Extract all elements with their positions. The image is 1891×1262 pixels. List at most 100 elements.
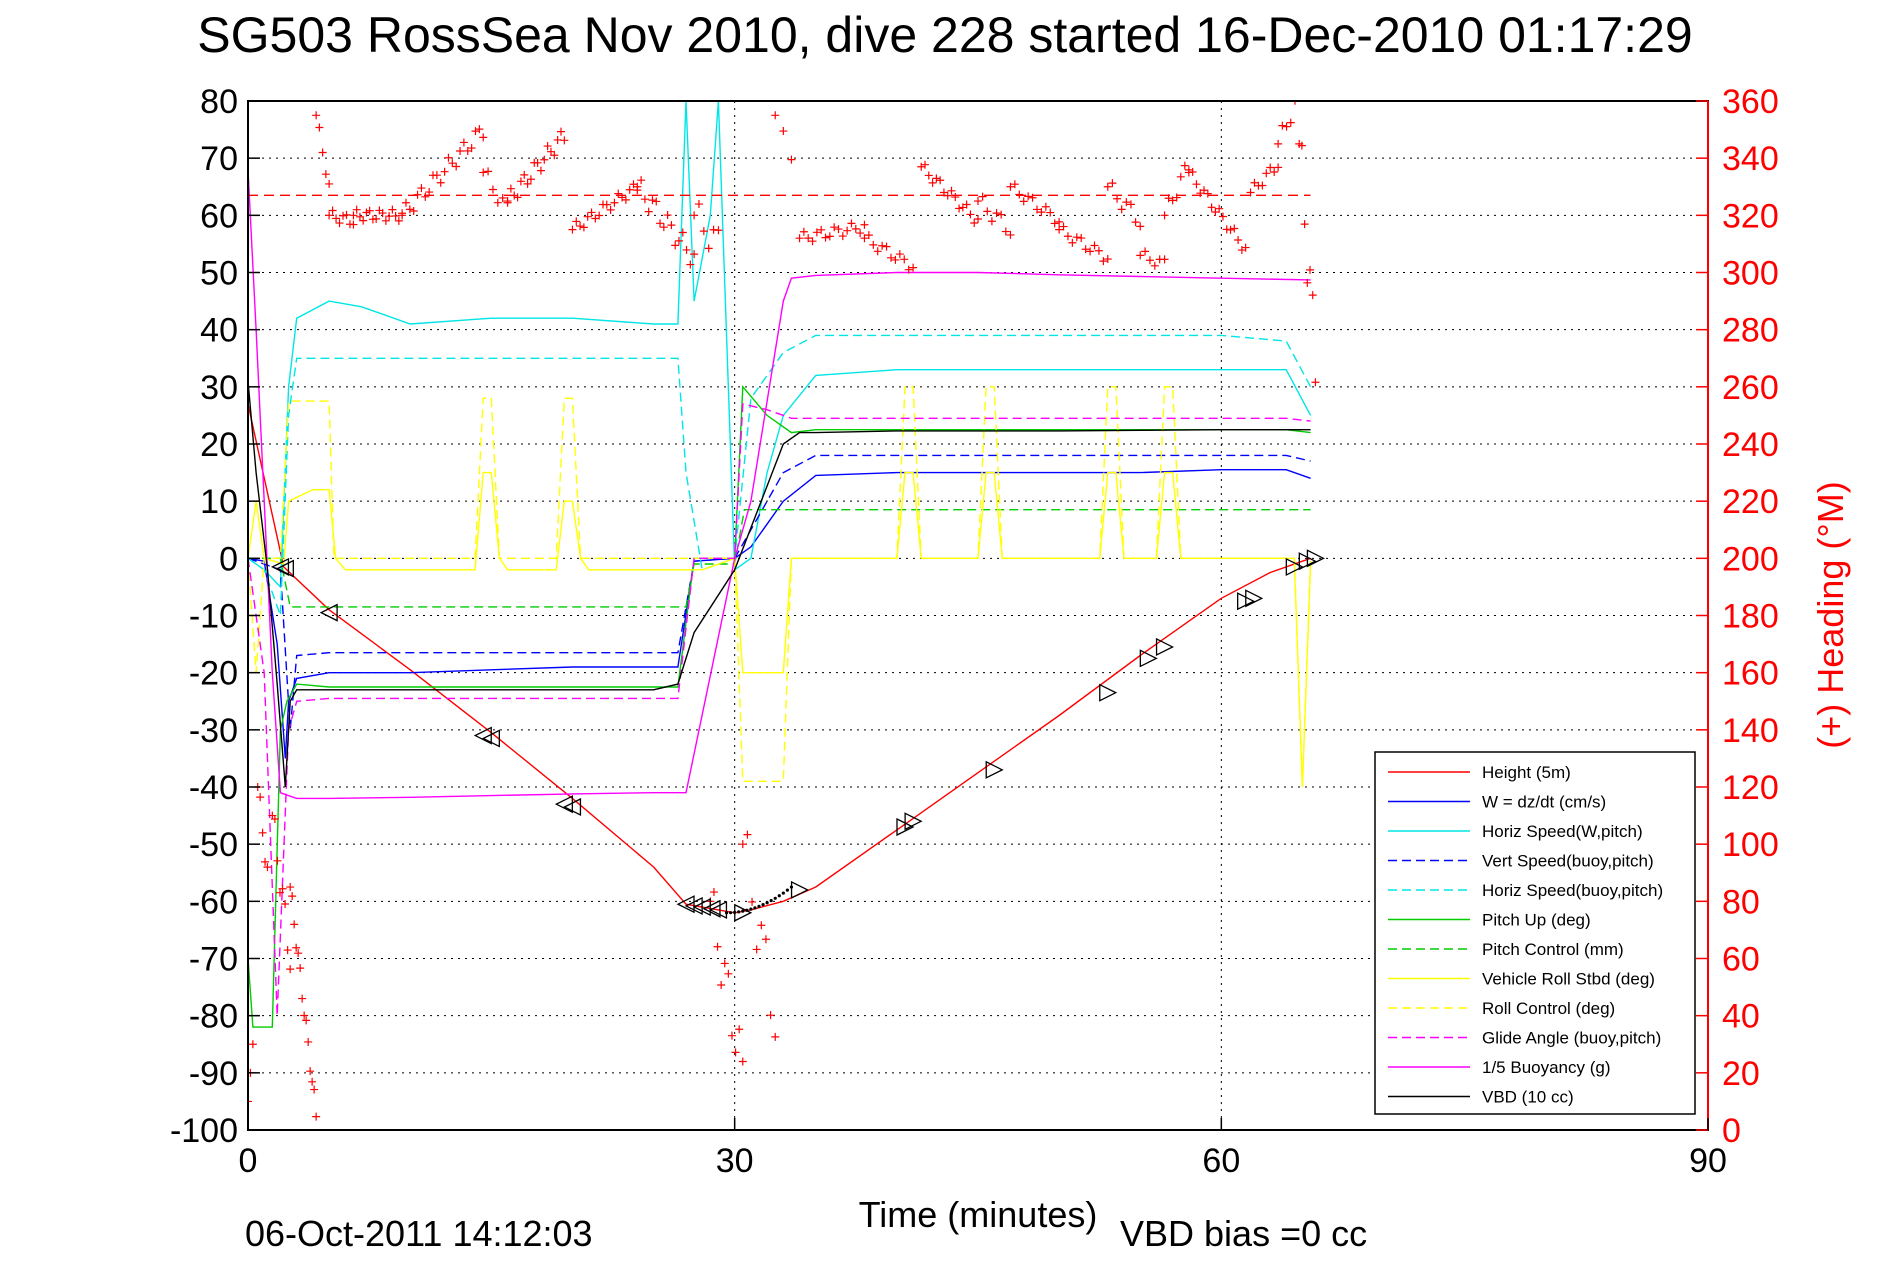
heading-marker [860,220,869,229]
heading-marker [467,144,476,153]
x-axis: 0 30 60 90 [239,1118,1727,1180]
heading-marker [294,949,303,958]
y-tick-label: 0 [219,540,238,578]
heading-marker [1145,256,1154,265]
heading-marker [1113,194,1122,203]
heading-marker [286,883,295,892]
heading-marker [560,136,569,145]
heading-marker [292,943,301,952]
depth-dot-marker [757,904,761,908]
heading-marker [795,234,804,243]
heading-marker [682,245,691,254]
series-line-glide-angle-buoy-pitch [248,403,1311,1016]
legend-label-w-dz-dt-cm-s: W = dz/dt (cm/s) [1482,793,1606,812]
y-tick-label: -80 [189,998,238,1036]
x-tick-label: 30 [716,1142,754,1180]
heading-marker [878,241,887,250]
heading-marker [273,856,282,865]
x-tick-label: 60 [1202,1142,1240,1180]
y2-tick-label: 60 [1722,941,1760,979]
heading-marker [1246,188,1255,197]
depth-dot-marker [733,910,737,914]
heading-marker [1041,202,1050,211]
depth-dot-marker [745,908,749,912]
heading-marker [1286,118,1295,127]
heading-marker [484,167,493,176]
x-tick-label: 90 [1689,1142,1727,1180]
heading-marker [1160,211,1169,220]
y-tick-label: -70 [189,941,238,979]
heading-marker [686,260,695,269]
heading-marker [614,189,623,198]
heading-marker [365,206,374,215]
y-tick-label: 20 [200,426,238,464]
heading-marker [966,210,975,219]
y2-tick-label: 200 [1722,540,1779,578]
heading-marker [475,125,484,134]
y2-tick-label: 340 [1722,140,1779,178]
legend-label-pitch-control-mm: Pitch Control (mm) [1482,940,1624,959]
heading-marker [652,197,661,206]
heading-marker [325,179,334,188]
heading-marker [1230,224,1239,233]
heading-marker [1274,163,1283,172]
heading-marker [278,884,287,893]
heading-marker [283,946,292,955]
heading-marker [1006,182,1015,191]
heading-marker [869,240,878,249]
depth-triangle-marker [481,729,500,748]
heading-marker [568,225,577,234]
y2-tick-label: 300 [1722,255,1779,293]
heading-marker [1006,230,1015,239]
heading-marker [413,190,422,199]
heading-marker [1241,243,1250,252]
depth-triangle-marker [275,559,294,578]
depth-triangle-marker [692,897,711,917]
y-tick-label: -10 [189,598,238,636]
heading-marker [1136,222,1145,231]
heading-marker [1207,203,1216,212]
heading-marker [440,167,449,176]
heading-marker [997,210,1006,219]
heading-marker [992,209,1001,218]
y-tick-label: 60 [200,197,238,235]
heading-marker [436,178,445,187]
footer-date: 06-Oct-2011 14:12:03 [245,1213,593,1254]
heading-marker [671,241,680,250]
heading-marker [520,170,529,179]
heading-marker [1297,141,1306,150]
y-tick-label: -60 [189,883,238,921]
heading-marker [917,162,926,171]
depth-triangle-marker [1306,549,1325,568]
heading-marker [248,1097,252,1106]
depth-dot-marker [773,896,777,900]
heading-marker [488,185,497,194]
heading-marker [310,1085,319,1094]
heading-marker [947,186,956,195]
legend-label-1-5-buoyancy-g: 1/5 Buoyancy (g) [1482,1058,1611,1077]
x-tick-label: 0 [239,1142,258,1180]
heading-marker [1131,218,1140,227]
heading-marker [506,184,515,193]
y2-tick-label: 220 [1722,483,1779,521]
y-tick-label: 10 [200,483,238,521]
y2-tick-label: 260 [1722,369,1779,407]
heading-marker [895,250,904,259]
heading-marker [1068,238,1077,247]
heading-marker [799,227,808,236]
heading-marker [909,263,918,272]
y2-tick-label: 320 [1722,197,1779,235]
heading-marker [258,828,267,837]
heading-marker [830,223,839,232]
heading-marker [625,185,634,194]
depth-dot-marker [769,899,773,903]
depth-triangle-marker [684,896,703,915]
heading-marker [974,197,982,206]
heading-marker [444,153,453,162]
heading-marker [325,211,334,220]
heading-marker [579,223,588,232]
heading-marker [766,1011,775,1020]
legend-label-roll-control-deg: Roll Control (deg) [1482,999,1615,1018]
heading-marker [987,217,996,226]
